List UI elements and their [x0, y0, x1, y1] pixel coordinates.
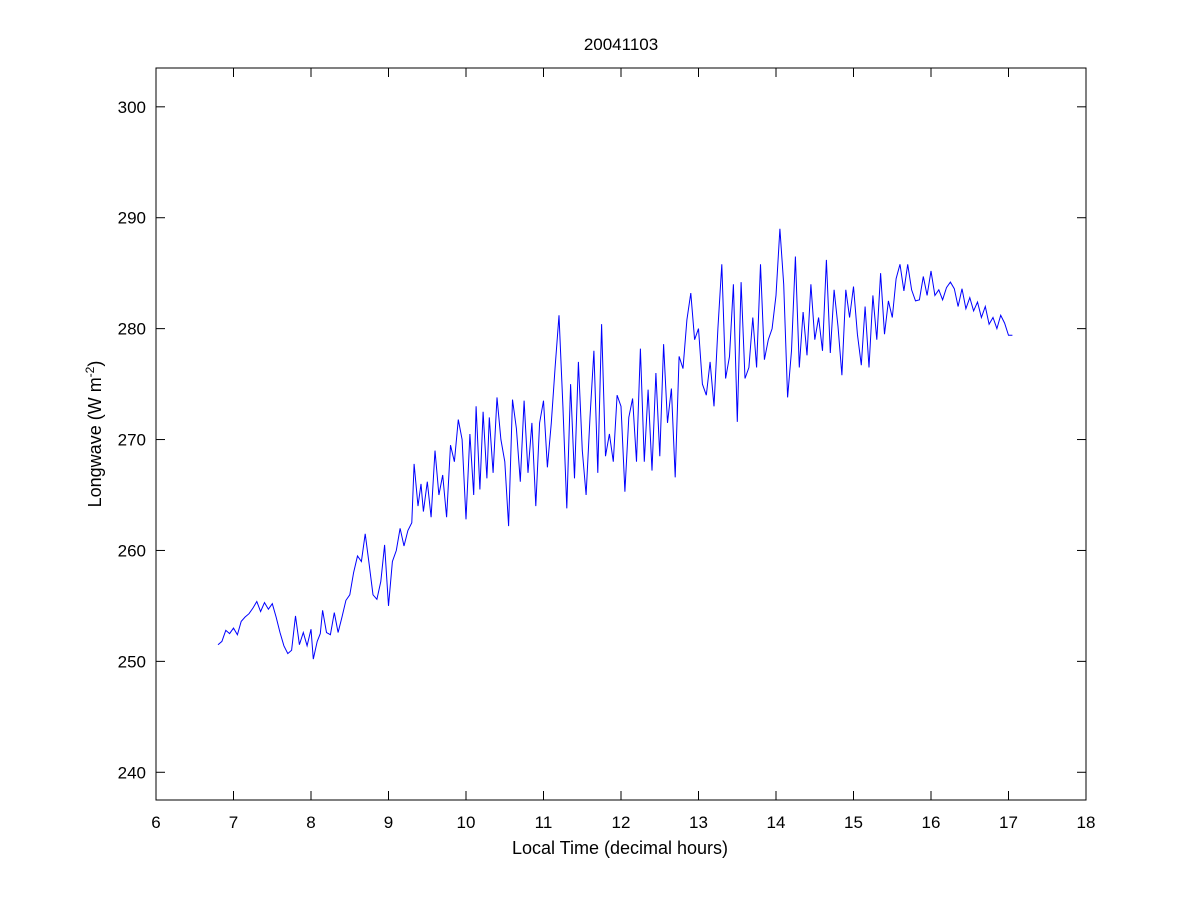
x-tick-label: 18 — [1077, 813, 1096, 832]
x-tick-label: 14 — [767, 813, 786, 832]
y-axis-label-main: Longwave (W m — [85, 377, 105, 507]
x-tick-label: 10 — [457, 813, 476, 832]
x-tick-label: 16 — [922, 813, 941, 832]
x-tick-label: 17 — [999, 813, 1018, 832]
y-tick-label: 270 — [118, 431, 146, 450]
y-tick-label: 300 — [118, 98, 146, 117]
x-tick-label: 7 — [229, 813, 238, 832]
x-tick-label: 6 — [151, 813, 160, 832]
y-axis-label-superscript: -2 — [83, 366, 97, 377]
plot-area — [155, 67, 1087, 801]
x-tick-label: 9 — [384, 813, 393, 832]
x-axis-label: Local Time (decimal hours) — [512, 838, 728, 858]
y-axis-label: Longwave (W m-2) — [83, 361, 105, 508]
y-tick-label: 240 — [118, 763, 146, 782]
y-tick-label: 260 — [118, 541, 146, 560]
x-tick-label: 11 — [535, 813, 553, 832]
x-axis: 6 7 8 9 10 11 12 13 14 15 16 17 18 — [151, 68, 1095, 832]
y-tick-label: 290 — [118, 209, 146, 228]
y-tick-label: 250 — [118, 652, 146, 671]
x-tick-label: 8 — [306, 813, 315, 832]
series-line-longwave — [217, 228, 1013, 660]
y-axis-label-close: ) — [85, 361, 105, 367]
chart-title: 20041103 — [584, 35, 658, 54]
x-tick-label: 15 — [844, 813, 863, 832]
x-tick-label: 12 — [612, 813, 631, 832]
y-axis: 240 250 260 270 280 290 300 — [118, 98, 1086, 782]
y-tick-label: 280 — [118, 320, 146, 339]
x-tick-label: 13 — [689, 813, 708, 832]
